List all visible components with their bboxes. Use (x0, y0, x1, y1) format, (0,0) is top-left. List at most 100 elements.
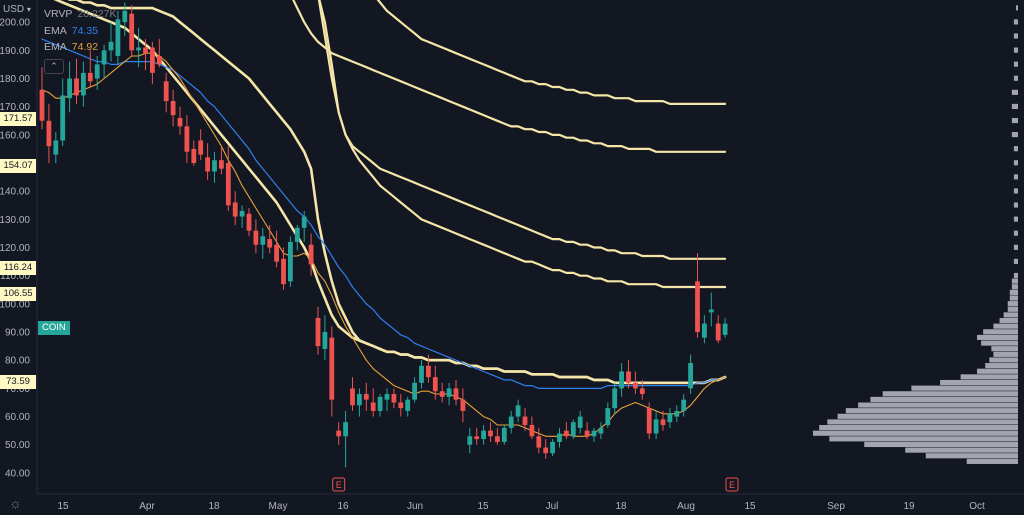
volume-profile-bar (1013, 244, 1018, 250)
y-tick-label: 160.00 (0, 130, 30, 141)
volume-profile-bar (1007, 306, 1018, 312)
volume-profile-bar (1011, 89, 1018, 95)
volume-profile-bar (1013, 33, 1018, 39)
candle-body (219, 160, 224, 169)
candle-body (115, 19, 121, 56)
candle-body (267, 239, 273, 248)
candle-body (467, 436, 473, 445)
y-tick-label: 110.00 (0, 271, 30, 282)
volume-profile-bar (940, 379, 1018, 386)
candle-body (688, 363, 693, 389)
volume-profile-bar (1013, 146, 1018, 152)
y-tick-label: 50.00 (5, 440, 30, 451)
candle-body (74, 78, 79, 96)
candle-body (460, 399, 466, 411)
candle-body (695, 281, 700, 333)
volume-profile-bar (1015, 5, 1018, 11)
candle-body (646, 408, 652, 434)
candle-body (212, 160, 217, 172)
volume-profile-bar (1013, 160, 1018, 166)
candle-body (191, 148, 197, 164)
candle-body (722, 323, 728, 335)
symbol-price-label: COIN (38, 321, 70, 335)
vwap-band-1 (67, 0, 727, 385)
candle-body (626, 371, 631, 383)
legend-vrvp-name: VRVP (44, 8, 73, 20)
legend-ema-fast-value: 74.35 (71, 24, 99, 37)
volume-profile-bar (1011, 278, 1018, 284)
volume-profile-bar (845, 408, 1018, 414)
volume-profile-bar (960, 374, 1018, 380)
volume-profile-bar (1009, 289, 1018, 295)
earnings-marker-label: E (729, 480, 735, 490)
candle-body (674, 410, 680, 417)
candle-body (315, 317, 321, 347)
candle-body (591, 430, 597, 437)
candle-body (522, 416, 528, 426)
volume-profile-bar (1013, 47, 1018, 53)
collapse-legend-button[interactable]: ⌃ (44, 59, 64, 74)
candle-body (681, 399, 687, 411)
candle-body (577, 416, 583, 428)
volume-profile-bar (977, 334, 1018, 341)
currency-selector[interactable]: USD ▾ (3, 4, 31, 15)
volume-profile-bar (993, 351, 1018, 357)
candle-body (660, 419, 666, 426)
price-tag-band-3: 116.24 (0, 261, 36, 275)
candle-body (246, 213, 252, 231)
earnings-marker-label: E (336, 480, 342, 490)
legend-vrvp[interactable]: VRVP 28.227K (44, 6, 117, 23)
candle-body (122, 10, 128, 23)
volume-profile-bar (882, 391, 1018, 397)
candle-body (253, 230, 259, 245)
candle-body (357, 394, 362, 406)
candle-body (653, 419, 659, 434)
volume-profile-bar (925, 453, 1018, 459)
vwap-band-2 (53, 0, 727, 385)
settings-icon[interactable]: ☼ (9, 495, 22, 511)
candle-body (260, 236, 266, 245)
candle-body (708, 309, 714, 313)
y-tick-label: 180.00 (0, 74, 30, 85)
volume-profile-bar (1011, 132, 1018, 138)
candle-body (184, 126, 190, 152)
volume-profile-bar (1009, 295, 1018, 301)
y-tick-label: 90.00 (5, 328, 30, 339)
legend-ema-slow-value: 74.92 (71, 41, 99, 53)
price-tag-band-2: 154.07 (0, 159, 36, 173)
volume-profile-bar (977, 368, 1018, 374)
volume-profile-bar (1011, 284, 1018, 290)
x-tick-label: 19 (903, 501, 915, 512)
legend-ema-slow[interactable]: EMA 74.92 (44, 39, 117, 56)
candle-body (94, 64, 100, 79)
y-tick-label: 140.00 (0, 187, 30, 198)
volume-profile-bar (1013, 174, 1018, 180)
candle-body (294, 227, 300, 242)
y-tick-label: 190.00 (0, 46, 30, 57)
candle-body (488, 430, 493, 437)
vwap-upper-band-3 (292, 0, 727, 153)
volume-profile-bar (911, 385, 1018, 391)
candle-body (363, 394, 369, 400)
candle-body (150, 47, 155, 73)
candle-body (101, 50, 107, 65)
candle-body (598, 427, 604, 434)
candle-body (170, 101, 176, 116)
volume-profile-bar (1013, 258, 1018, 264)
y-tick-label: 40.00 (5, 468, 30, 479)
candle-body (667, 413, 673, 423)
vwap-upper-band-2 (317, 0, 727, 289)
candle-body (53, 140, 59, 155)
price-tag-band-4: 106.55 (0, 287, 36, 301)
x-tick-label: Apr (139, 501, 155, 512)
earnings-marker-box (332, 477, 346, 492)
candle-body (398, 402, 404, 409)
volume-profile-bar (870, 396, 1018, 402)
volume-profile-bar (1013, 216, 1018, 222)
candle-body (439, 391, 445, 397)
candle-body (370, 402, 376, 411)
volume-profile-bar (1013, 272, 1018, 279)
legend-ema-fast[interactable]: EMA 74.35 (44, 23, 117, 40)
candle-body (715, 323, 721, 341)
